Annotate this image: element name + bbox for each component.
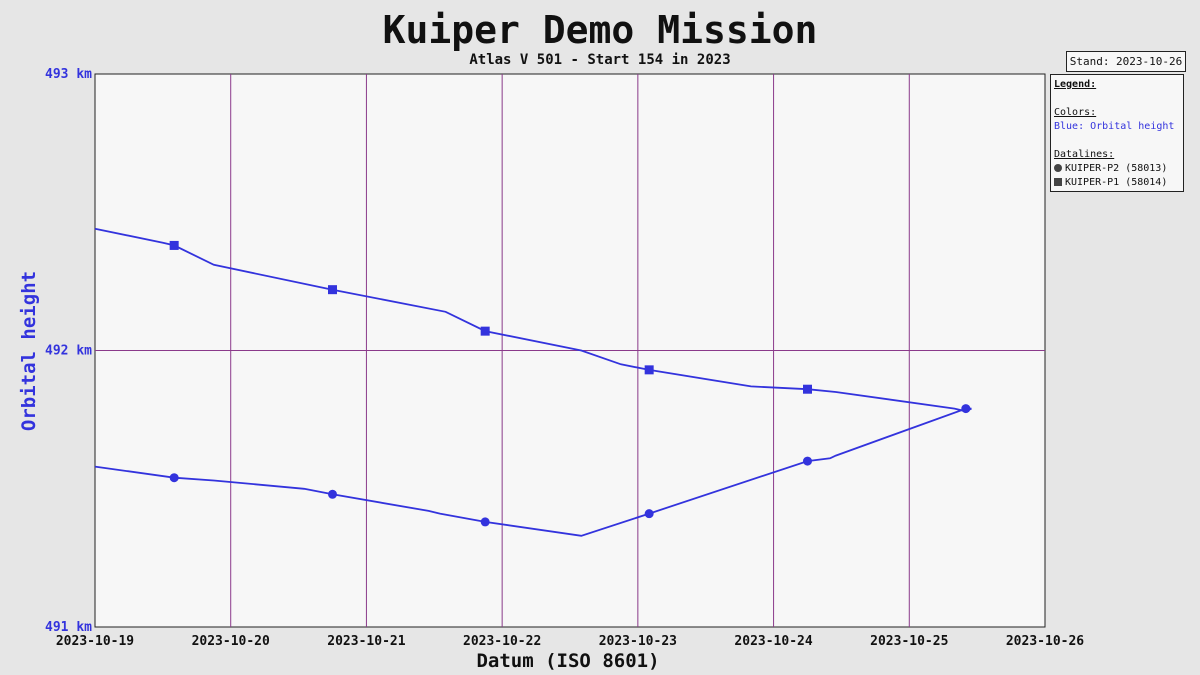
y-tick-labels: 491 km 492 km 493 km bbox=[45, 67, 92, 635]
x-tick-labels: 2023-10-19 2023-10-20 2023-10-21 2023-10-22… bbox=[56, 634, 1084, 649]
data-point-kuiper-p1-58014 bbox=[480, 326, 490, 336]
grid-lines bbox=[95, 74, 1045, 627]
legend-entry-p2: KUIPER-P2 (58013) bbox=[1054, 162, 1180, 176]
x-tick-label: 2023-10-20 bbox=[192, 634, 270, 649]
data-point-kuiper-p1-58014 bbox=[644, 365, 654, 375]
legend-datalines-heading: Datalines: bbox=[1054, 149, 1115, 160]
legend-entry-label: KUIPER-P2 (58013) bbox=[1065, 163, 1168, 174]
circle-marker-icon bbox=[1054, 164, 1062, 172]
data-point-kuiper-p2-58013 bbox=[961, 404, 971, 414]
chart-title: Kuiper Demo Mission bbox=[382, 8, 818, 52]
legend-colors-heading: Colors: bbox=[1054, 107, 1097, 118]
legend-entry-label: KUIPER-P1 (58014) bbox=[1065, 177, 1168, 188]
legend: Legend: Colors: Blue: Orbital height Dat… bbox=[1050, 74, 1184, 192]
x-tick-label: 2023-10-25 bbox=[870, 634, 948, 649]
y-tick-label: 491 km bbox=[45, 620, 92, 635]
y-tick-label: 493 km bbox=[45, 67, 92, 82]
stand-date-badge: Stand: 2023-10-26 bbox=[1066, 51, 1186, 72]
data-point-kuiper-p2-58013 bbox=[803, 456, 812, 466]
x-tick-label: 2023-10-19 bbox=[56, 634, 134, 649]
data-point-kuiper-p1-58014 bbox=[169, 240, 179, 250]
x-tick-label: 2023-10-21 bbox=[327, 634, 405, 649]
legend-entry-p1: KUIPER-P1 (58014) bbox=[1054, 176, 1180, 190]
legend-color-entry: Blue: Orbital height bbox=[1054, 121, 1175, 132]
data-point-kuiper-p2-58013 bbox=[169, 473, 179, 483]
data-point-kuiper-p2-58013 bbox=[328, 489, 337, 499]
series-layer bbox=[94, 227, 972, 537]
y-axis-label: Orbital height bbox=[18, 271, 40, 431]
chart-subtitle: Atlas V 501 - Start 154 in 2023 bbox=[469, 52, 731, 68]
y-tick-label: 492 km bbox=[45, 344, 92, 359]
square-marker-icon bbox=[1054, 178, 1062, 186]
legend-heading: Legend: bbox=[1054, 79, 1097, 90]
data-point-kuiper-p1-58014 bbox=[328, 285, 337, 295]
data-point-kuiper-p2-58013 bbox=[644, 509, 654, 519]
x-tick-label: 2023-10-24 bbox=[734, 634, 812, 649]
series-line-kuiper-p1-58014 bbox=[94, 227, 972, 413]
x-tick-label: 2023-10-22 bbox=[463, 634, 541, 649]
x-tick-label: 2023-10-26 bbox=[1006, 634, 1084, 649]
data-point-kuiper-p2-58013 bbox=[480, 517, 490, 527]
data-point-kuiper-p1-58014 bbox=[803, 384, 812, 394]
x-axis-label: Datum (ISO 8601) bbox=[476, 650, 659, 672]
x-tick-label: 2023-10-23 bbox=[599, 634, 677, 649]
